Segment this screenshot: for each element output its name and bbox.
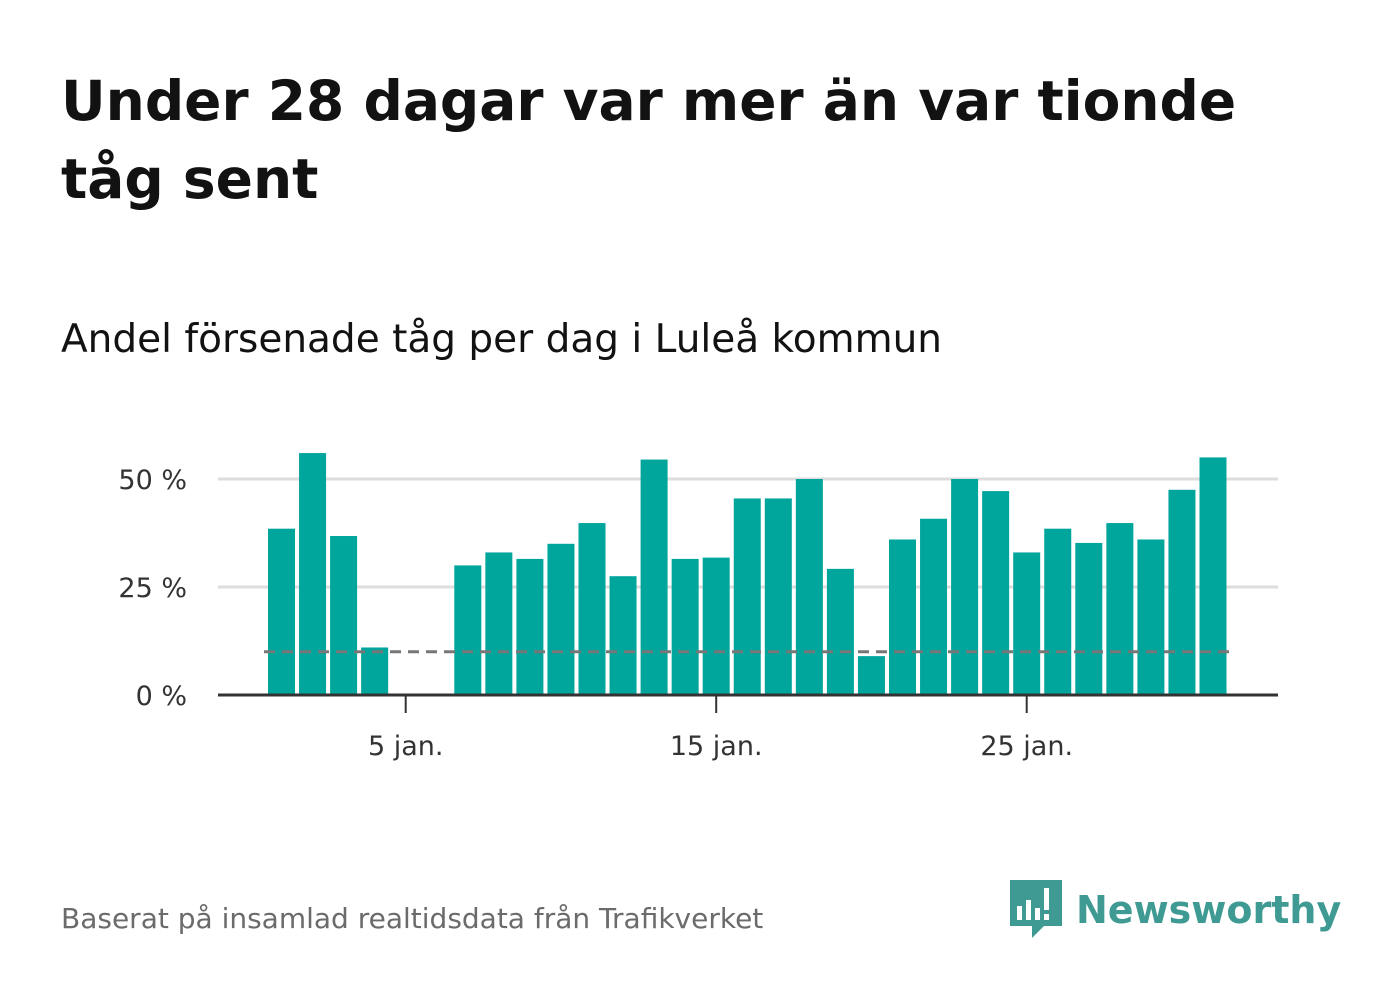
x-tick-label: 25 jan.	[980, 731, 1073, 762]
bar	[671, 558, 699, 695]
chart-subtitle: Andel försenade tåg per dag i Luleå komm…	[61, 317, 943, 362]
bar	[1075, 542, 1103, 695]
bars	[268, 453, 1227, 695]
bar	[889, 539, 916, 695]
bar-chart: 0 % 25 % 50 % 5 jan. 15 jan. 25 jan.	[118, 453, 1278, 762]
bar	[516, 558, 544, 695]
bar	[764, 498, 792, 695]
bar	[299, 453, 327, 695]
bar	[1199, 457, 1227, 695]
bar	[1013, 552, 1041, 695]
bar	[547, 543, 575, 695]
brand-logo: Newsworthy	[1010, 878, 1341, 942]
bar	[1044, 528, 1072, 695]
bar	[702, 557, 730, 695]
bar	[920, 518, 948, 695]
bar	[609, 576, 637, 695]
bar	[454, 565, 482, 695]
y-tick-label: 25 %	[118, 573, 187, 604]
bar	[795, 479, 823, 695]
bar	[982, 491, 1010, 695]
bar	[1168, 489, 1196, 695]
chart-title: Under 28 dagar var mer än var tionde tåg…	[61, 69, 1237, 211]
bar	[578, 523, 606, 695]
bar	[1137, 539, 1165, 695]
axes: 0 % 25 % 50 % 5 jan. 15 jan. 25 jan.	[118, 465, 1278, 762]
bar	[640, 459, 668, 695]
y-tick-label: 0 %	[136, 681, 187, 712]
x-tick-label: 15 jan.	[670, 731, 763, 762]
bar	[733, 498, 761, 695]
bar	[268, 528, 295, 695]
bar	[361, 647, 389, 695]
bar	[826, 568, 854, 695]
bar	[857, 656, 885, 695]
source-note: Baserat på insamlad realtidsdata från Tr…	[61, 902, 764, 935]
bar	[330, 536, 358, 695]
bar	[1106, 523, 1134, 695]
brand-name: Newsworthy	[1076, 888, 1342, 932]
x-tick-label: 5 jan.	[368, 731, 444, 762]
bar	[485, 552, 513, 695]
y-tick-label: 50 %	[118, 465, 187, 496]
bar	[951, 479, 979, 695]
bar-chart-speech-bubble-icon	[1010, 880, 1062, 938]
